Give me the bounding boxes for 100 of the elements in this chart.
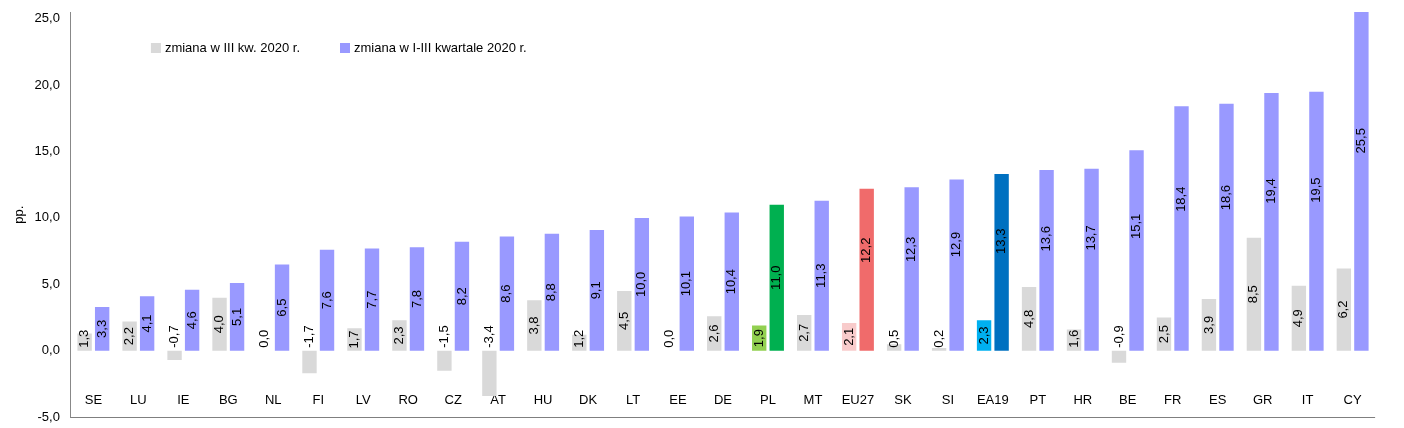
bar	[769, 204, 784, 351]
data-label: 2,3	[975, 326, 991, 345]
bar	[274, 264, 290, 351]
data-label: 7,8	[408, 289, 424, 308]
bar	[1174, 106, 1189, 351]
y-axis-title: pp.	[11, 205, 27, 224]
bar	[482, 350, 497, 396]
bar	[679, 216, 694, 351]
data-label: 18,4	[1173, 186, 1189, 212]
data-label: 1,7	[346, 330, 362, 349]
bar	[212, 297, 227, 351]
bar	[544, 233, 560, 351]
data-label: 12,2	[858, 237, 874, 263]
x-tick-label: IE	[177, 392, 190, 408]
data-label: 2,2	[121, 327, 137, 346]
x-tick-label: ES	[1209, 392, 1227, 408]
data-label: 19,4	[1263, 178, 1279, 204]
x-tick-label: CY	[1343, 392, 1362, 408]
data-label: 2,5	[1155, 325, 1171, 344]
x-tick-label: RO	[398, 392, 418, 408]
bar	[1129, 150, 1144, 351]
data-label: 4,5	[615, 311, 631, 330]
data-label: 2,7	[795, 323, 811, 342]
data-label: 0,0	[660, 329, 676, 348]
bar	[1039, 170, 1054, 351]
bar	[949, 179, 964, 351]
data-label: 2,1	[840, 327, 856, 346]
x-tick-label: IT	[1301, 392, 1314, 408]
data-label: -3,4	[480, 325, 496, 348]
bar	[167, 350, 182, 361]
legend-label: zmiana w III kw. 2020 r.	[164, 39, 301, 55]
data-label: 1,6	[1065, 329, 1081, 348]
data-label: 13,7	[1083, 225, 1099, 251]
bar	[364, 248, 380, 351]
bar	[1246, 237, 1262, 351]
data-label: 3,3	[93, 319, 109, 338]
x-tick-label: DK	[579, 392, 598, 408]
bar	[994, 174, 1009, 351]
bar	[589, 229, 605, 351]
x-tick-label: GR	[1252, 392, 1273, 408]
bar	[634, 217, 650, 351]
data-label: 6,5	[273, 298, 289, 317]
bar	[1354, 12, 1369, 351]
data-label: 0,5	[885, 329, 901, 348]
data-label: 4,9	[1290, 309, 1306, 328]
y-tick-label: 5,0	[41, 275, 60, 291]
x-tick-label: LT	[625, 392, 641, 408]
data-label: 5,1	[228, 307, 244, 326]
x-tick-label: HU	[533, 392, 553, 408]
data-label: 12,9	[948, 231, 964, 258]
data-label: 2,6	[705, 324, 721, 343]
bar	[724, 212, 739, 351]
data-label: 8,8	[543, 283, 559, 302]
data-label: 12,3	[903, 236, 919, 263]
bar	[859, 188, 874, 351]
data-label: 7,6	[318, 291, 334, 310]
data-label: 11,3	[813, 263, 829, 288]
x-tick-label: EA19	[976, 392, 1009, 408]
x-tick-label: SK	[894, 392, 912, 408]
x-tick-label: PL	[760, 392, 776, 408]
x-tick-label: FI	[312, 392, 325, 408]
x-tick-label: EU27	[841, 392, 875, 408]
data-label: 15,1	[1128, 213, 1144, 240]
y-tick-label: 20,0	[34, 76, 60, 92]
bar	[409, 247, 425, 351]
legend-label: zmiana w I-III kwartale 2020 r.	[354, 39, 527, 55]
x-tick-label: SI	[941, 392, 955, 408]
data-label: 4,1	[138, 314, 154, 333]
data-label: 8,6	[498, 284, 514, 303]
data-label: 10,0	[633, 271, 649, 297]
bar	[1111, 350, 1127, 363]
data-label: 13,3	[993, 228, 1009, 254]
bar	[229, 283, 245, 351]
bar	[302, 350, 317, 374]
bar	[437, 350, 452, 371]
data-label: 4,0	[211, 315, 227, 334]
x-tick-label: EE	[669, 392, 688, 408]
data-label: 9,1	[588, 281, 604, 300]
data-label: 4,8	[1020, 309, 1036, 328]
x-tick-label: AT	[490, 392, 507, 408]
bar	[1084, 168, 1099, 351]
data-label: 6,2	[1335, 300, 1351, 319]
data-label: 25,5	[1352, 128, 1368, 154]
x-tick-label: PT	[1029, 392, 1047, 408]
data-label: 3,8	[525, 316, 541, 335]
data-label: -1,5	[435, 325, 451, 348]
data-label: 18,6	[1218, 184, 1234, 211]
x-tick-label: MT	[803, 392, 823, 408]
bar	[527, 300, 542, 351]
data-label: 10,1	[678, 271, 694, 297]
x-tick-label: LU	[130, 392, 147, 408]
y-tick-label: 0,0	[41, 342, 60, 358]
data-label: 0,0	[256, 329, 272, 348]
data-label: 1,9	[750, 329, 766, 348]
y-tick-label: 10,0	[34, 209, 60, 225]
y-tick-label: 25,0	[34, 10, 60, 26]
data-label: 7,7	[363, 290, 379, 309]
bar	[1219, 103, 1234, 351]
y-tick-label: -5,0	[37, 408, 60, 424]
data-label: 2,3	[391, 326, 407, 345]
